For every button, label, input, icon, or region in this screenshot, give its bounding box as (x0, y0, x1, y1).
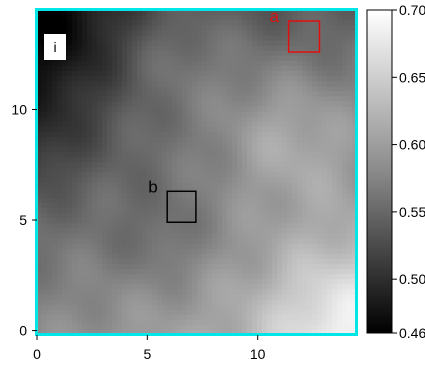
colorbar-tick-label: 0.60 (399, 137, 425, 153)
colorbar: 0.70 0.65 0.60 0.55 0.50 0.46 (366, 2, 425, 341)
colorbar-tick-label: 0.46 (399, 325, 425, 341)
colorbar-tick-label: 0.70 (399, 2, 425, 18)
annotation-box-b (166, 190, 197, 223)
colorbar-tick-label: 0.55 (399, 204, 425, 220)
y-axis: 0 5 10 (11, 101, 37, 339)
y-tick-label: 10 (11, 101, 27, 117)
panel-label: i (53, 39, 56, 55)
colorbar-ticks: 0.70 0.65 0.60 0.55 0.50 0.46 (392, 2, 425, 341)
colorbar-tick-label: 0.65 (399, 69, 425, 85)
x-tick-label: 0 (33, 346, 41, 362)
panel-label-box: i (44, 34, 66, 60)
annotation-label-b: b (148, 177, 157, 196)
annotation-label-a: a (270, 7, 280, 26)
plot-frame (35, 8, 358, 336)
x-axis: 0 5 10 (33, 335, 266, 362)
colorbar-gradient (366, 9, 393, 334)
annotation-layer: ab (148, 7, 321, 223)
heatmap-image (37, 10, 357, 335)
colorbar-tick-label: 0.50 (399, 271, 425, 287)
annotation-box-a (287, 20, 321, 53)
y-tick-label: 5 (19, 212, 27, 228)
x-tick-label: 5 (143, 346, 151, 362)
x-tick-label: 10 (250, 346, 266, 362)
y-tick-label: 0 (19, 323, 27, 339)
